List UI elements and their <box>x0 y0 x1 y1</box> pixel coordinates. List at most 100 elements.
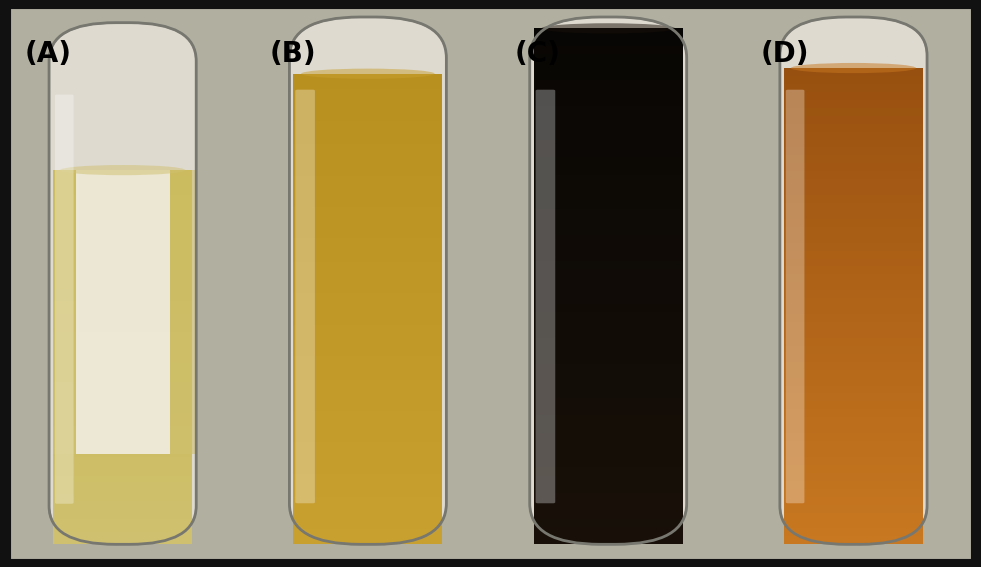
Bar <box>53 538 192 544</box>
Bar <box>534 321 683 329</box>
Bar <box>293 254 442 262</box>
Bar <box>53 195 192 201</box>
Bar <box>784 417 923 425</box>
Bar <box>784 497 923 505</box>
Bar <box>53 282 192 289</box>
Bar <box>534 484 683 493</box>
FancyBboxPatch shape <box>536 90 555 503</box>
Bar <box>534 346 683 355</box>
Bar <box>784 187 923 195</box>
Text: (D): (D) <box>760 40 808 67</box>
Bar <box>293 137 442 145</box>
Bar <box>534 123 683 132</box>
Bar <box>784 203 923 211</box>
Bar <box>293 207 442 215</box>
Bar <box>534 149 683 158</box>
Bar <box>53 170 79 454</box>
Bar <box>534 390 683 398</box>
Bar <box>534 252 683 261</box>
Bar <box>53 482 192 488</box>
Bar <box>53 401 192 407</box>
Bar <box>53 426 192 432</box>
Bar <box>293 278 442 285</box>
Bar <box>784 282 923 290</box>
FancyBboxPatch shape <box>55 95 74 503</box>
Bar <box>534 175 683 183</box>
Bar <box>534 536 683 544</box>
Bar <box>784 449 923 457</box>
Bar <box>534 467 683 476</box>
Bar <box>784 259 923 266</box>
Bar <box>784 330 923 338</box>
Bar <box>784 147 923 155</box>
Bar <box>534 80 683 88</box>
Bar <box>293 129 442 137</box>
Bar <box>784 425 923 433</box>
Bar <box>534 518 683 527</box>
Bar <box>784 362 923 370</box>
Bar <box>784 76 923 84</box>
Bar <box>293 270 442 278</box>
Bar <box>784 195 923 203</box>
Bar <box>293 113 442 121</box>
Bar <box>534 415 683 424</box>
Bar <box>534 226 683 235</box>
Bar <box>784 314 923 322</box>
Bar <box>293 356 442 364</box>
Bar <box>53 407 192 413</box>
Bar <box>293 505 442 513</box>
Bar <box>53 532 192 538</box>
Bar <box>293 458 442 466</box>
Bar <box>534 192 683 200</box>
Bar <box>534 312 683 321</box>
Bar <box>293 105 442 113</box>
Bar <box>534 28 683 37</box>
Bar <box>784 489 923 497</box>
Bar <box>784 386 923 393</box>
Bar <box>53 245 192 251</box>
Bar <box>534 398 683 407</box>
Bar <box>76 170 170 454</box>
Bar <box>293 403 442 411</box>
Bar <box>53 388 192 395</box>
Bar <box>293 223 442 231</box>
Bar <box>53 451 192 457</box>
Bar <box>784 521 923 528</box>
Bar <box>293 434 442 442</box>
FancyBboxPatch shape <box>49 23 196 544</box>
Bar <box>784 116 923 124</box>
Bar <box>784 68 923 76</box>
Bar <box>534 510 683 518</box>
Text: (A): (A) <box>25 40 72 67</box>
Bar <box>784 235 923 243</box>
Bar <box>293 473 442 481</box>
Bar <box>534 235 683 243</box>
Bar <box>784 84 923 92</box>
Bar <box>293 442 442 450</box>
Bar <box>293 74 442 82</box>
Bar <box>53 314 192 320</box>
Bar <box>534 37 683 45</box>
Bar <box>293 497 442 505</box>
Bar <box>784 505 923 513</box>
Bar <box>293 419 442 426</box>
Bar <box>293 90 442 98</box>
Bar <box>53 463 192 469</box>
Bar <box>293 340 442 348</box>
Bar <box>293 262 442 270</box>
Bar <box>53 370 192 376</box>
Bar <box>784 163 923 171</box>
Bar <box>293 411 442 419</box>
Bar <box>293 246 442 254</box>
Bar <box>293 317 442 325</box>
Bar <box>784 124 923 132</box>
Bar <box>784 378 923 386</box>
Bar <box>784 108 923 116</box>
FancyBboxPatch shape <box>786 90 804 503</box>
Bar <box>53 276 192 282</box>
Bar <box>293 380 442 387</box>
Bar <box>53 201 192 208</box>
Bar <box>53 526 192 532</box>
Bar <box>534 140 683 149</box>
Bar <box>53 382 192 388</box>
